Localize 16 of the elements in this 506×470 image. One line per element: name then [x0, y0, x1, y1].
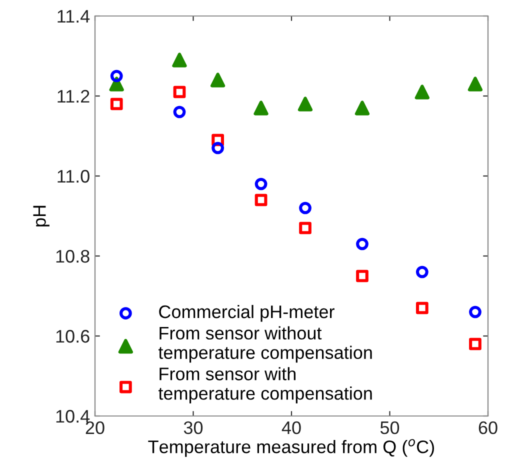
y-tick-label: 10.4 — [56, 410, 90, 423]
x-axis-title: Temperature measured from Q ($^{o}$C) — [148, 439, 434, 457]
x-tick-label: 50 — [380, 421, 400, 434]
y-tick-label: 11.4 — [58, 10, 90, 23]
y-tick-label: 10.8 — [56, 250, 90, 263]
y-tick-label: 10.6 — [56, 330, 90, 343]
x-tick-label: 60 — [478, 421, 498, 434]
legend-label: From sensor with temperature compensation — [158, 367, 372, 404]
y-axis-title: pH — [33, 206, 50, 226]
y-tick-label: 11.2 — [58, 90, 90, 103]
y-tick-label: 11.0 — [58, 170, 90, 183]
legend-label: Commercial pH-meter — [159, 304, 334, 322]
legend-label: From sensor without temperature compensation — [158, 326, 372, 363]
x-tick-label: 30 — [184, 421, 203, 434]
x-tick-label: 40 — [282, 421, 301, 434]
x-tick-label: 20 — [86, 421, 104, 434]
